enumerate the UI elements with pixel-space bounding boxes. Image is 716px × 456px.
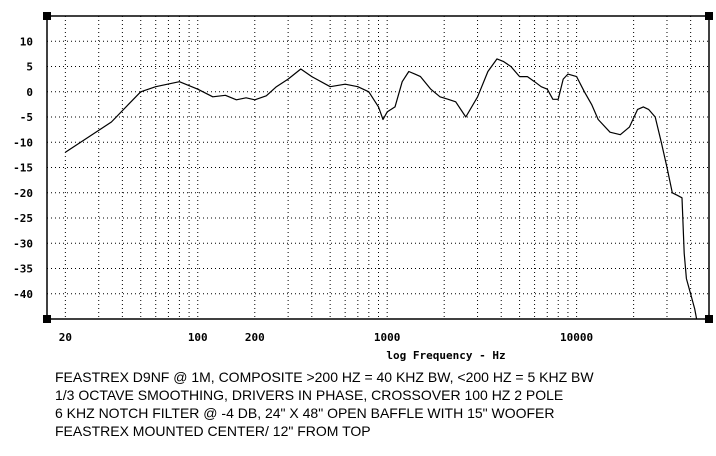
corner-marker (43, 315, 51, 323)
y-tick-label: 0 (26, 86, 33, 99)
y-tick-label: -30 (13, 237, 33, 250)
caption-line-1: FEASTREX D9NF @ 1M, COMPOSITE >200 HZ = … (55, 369, 594, 385)
y-tick-label: -5 (20, 111, 33, 124)
x-axis-ticks: 20 100 200 1000 10000 (59, 331, 593, 344)
x-tick-label: 1000 (374, 331, 401, 344)
x-tick-label: 20 (59, 331, 72, 344)
y-tick-label: 5 (26, 61, 33, 74)
caption-line-2: 1/3 OCTAVE SMOOTHING, DRIVERS IN PHASE, … (55, 387, 564, 403)
y-tick-label: -15 (13, 162, 33, 175)
x-tick-label: 100 (188, 331, 208, 344)
chart-grid (47, 16, 710, 319)
y-axis-ticks: 10 5 0 -5 -10 -15 -20 -25 -30 -35 -40 (13, 35, 33, 301)
y-tick-label: -40 (13, 288, 33, 301)
chart-caption: FEASTREX D9NF @ 1M, COMPOSITE >200 HZ = … (55, 368, 710, 440)
y-tick-label: -35 (13, 263, 33, 276)
y-tick-label: -20 (13, 187, 33, 200)
caption-line-4: FEASTREX MOUNTED CENTER/ 12" FROM TOP (55, 423, 371, 439)
y-tick-label: 10 (20, 35, 33, 48)
corner-marker (43, 12, 51, 20)
x-axis-label: log Frequency - Hz (386, 349, 505, 362)
response-series-line-1 (65, 58, 698, 320)
x-tick-label: 200 (245, 331, 265, 344)
caption-line-3: 6 KHZ NOTCH FILTER @ -4 DB, 24" X 48" OP… (55, 405, 555, 421)
corner-marker (705, 315, 713, 323)
plot-frame (46, 15, 710, 320)
y-tick-label: -10 (13, 136, 33, 149)
plot-corner-markers (43, 12, 713, 323)
series-group (65, 58, 698, 320)
x-tick-label: 10000 (560, 331, 593, 344)
corner-marker (705, 12, 713, 20)
y-tick-label: -25 (13, 212, 33, 225)
